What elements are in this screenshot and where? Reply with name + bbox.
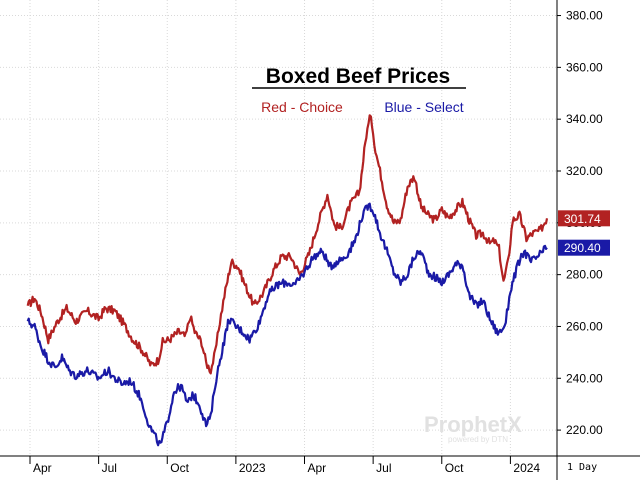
x-tick-label: Apr — [33, 461, 52, 475]
last-value-badges: 301.74 290.40 — [558, 210, 610, 256]
x-tick-label: Oct — [445, 461, 464, 475]
chart-title: Boxed Beef Prices — [266, 65, 450, 88]
x-axis-ticks: Apr Jul Oct 2023 Apr Jul Oct 2024 — [29, 456, 540, 475]
watermark-brand: ProphetX — [424, 412, 522, 437]
last-value-badge-select — [558, 239, 610, 256]
y-tick-label: 360.00 — [566, 60, 603, 74]
y-tick-label: 280.00 — [566, 268, 603, 282]
y-tick-label: 260.00 — [566, 319, 603, 333]
y-tick-label: 340.00 — [566, 112, 603, 126]
series-line-select — [26, 202, 548, 447]
x-tick-label: Oct — [170, 461, 189, 475]
prophetx-watermark: ProphetX powered by DTN — [424, 412, 522, 444]
x-tick-label: 2023 — [239, 461, 266, 475]
vertical-gridlines — [29, 0, 511, 456]
watermark-tagline: powered by DTN — [448, 435, 508, 444]
interval-label[interactable]: 1 Day — [567, 462, 597, 473]
legend-select: Blue - Select — [384, 99, 463, 115]
y-tick-label: 380.00 — [566, 9, 603, 23]
x-tick-label: Jul — [376, 461, 391, 475]
x-tick-label: Apr — [308, 461, 327, 475]
y-tick-label: 240.00 — [566, 371, 603, 385]
x-tick-label: 2024 — [513, 461, 540, 475]
last-value-text-select: 290.40 — [564, 241, 601, 255]
x-tick-label: Jul — [102, 461, 117, 475]
y-axis-ticks: 220.00240.00260.00280.00300.00320.00340.… — [557, 9, 603, 437]
series-line-choice — [26, 114, 549, 375]
y-tick-label: 220.00 — [566, 423, 603, 437]
y-tick-label: 320.00 — [566, 164, 603, 178]
legend-choice: Red - Choice — [261, 99, 343, 115]
last-value-badge-choice — [558, 210, 610, 227]
series-layer — [26, 114, 549, 447]
last-value-text-choice: 301.74 — [564, 212, 601, 226]
